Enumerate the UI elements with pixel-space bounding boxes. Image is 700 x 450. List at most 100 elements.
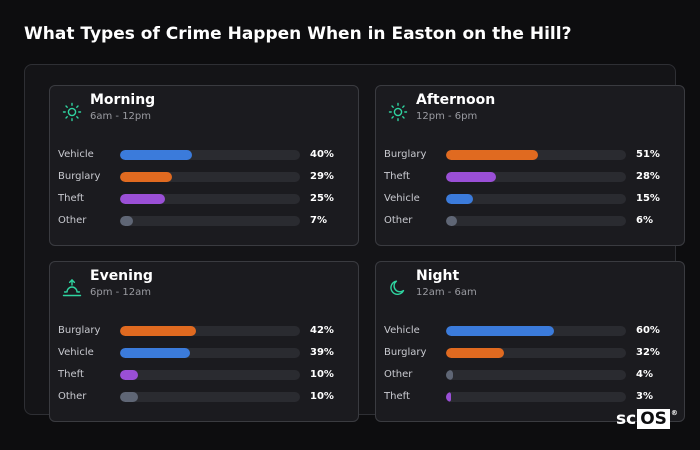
page-title: What Types of Crime Happen When in Easto… [24,24,572,44]
bar-value: 51% [636,149,660,160]
bar-track [120,216,300,226]
bar-label: Vehicle [58,347,94,358]
bar-track [120,326,300,336]
bar-label: Burglary [58,325,101,336]
bar-value: 15% [636,193,660,204]
card-night: Night 12am - 6am Vehicle 60% Burglary 32% Ot… [375,261,685,422]
card-title: Evening [90,268,153,284]
bar-value: 60% [636,325,660,336]
bar-fill-vehicle [120,150,192,160]
bar-track [446,216,626,226]
bar-value: 7% [310,215,327,226]
bar-label: Burglary [384,149,427,160]
bar-list: Vehicle 40% Burglary 29% Theft 25% Other 7% [50,148,358,236]
scos-logo: sc OS ® [616,408,678,430]
bar-row-other: Other 4% [376,368,684,390]
card-subtitle: 6pm - 12am [90,287,152,298]
bar-label: Theft [58,369,84,380]
bar-label: Other [384,369,413,380]
bar-list: Burglary 42% Vehicle 39% Theft 10% Other 10% [50,324,358,412]
bar-track [120,392,300,402]
sun-icon [62,102,82,122]
bar-value: 10% [310,369,334,380]
card-title: Afternoon [416,92,496,108]
bar-fill-burglary [120,172,173,182]
bar-label: Theft [384,171,410,182]
bar-value: 32% [636,347,660,358]
bar-value: 10% [310,391,334,402]
bar-value: 4% [636,369,653,380]
bar-fill-vehicle [446,326,554,336]
card-morning: Morning 6am - 12pm Vehicle 40% Burglary 29%… [49,85,359,246]
bar-track [120,370,300,380]
card-evening: Evening 6pm - 12am Burglary 42% Vehicle 39%… [49,261,359,422]
sunset-icon [62,278,82,298]
card-subtitle: 12am - 6am [416,287,477,298]
bar-value: 6% [636,215,653,226]
bar-row-burglary: Burglary 51% [376,148,684,170]
bar-label: Vehicle [384,193,420,204]
bar-label: Theft [384,391,410,402]
bar-row-vehicle: Vehicle 39% [50,346,358,368]
bar-label: Burglary [58,171,101,182]
bar-row-other: Other 6% [376,214,684,236]
bar-row-vehicle: Vehicle 40% [50,148,358,170]
bar-track [120,150,300,160]
bar-value: 39% [310,347,334,358]
bar-row-burglary: Burglary 42% [50,324,358,346]
bar-fill-other [446,216,457,226]
bar-track [120,172,300,182]
bar-value: 42% [310,325,334,336]
bar-row-theft: Theft 3% [376,390,684,412]
bar-label: Other [58,215,87,226]
bar-track [446,172,626,182]
bar-fill-theft [446,172,497,182]
bar-row-theft: Theft 10% [50,368,358,390]
bar-list: Burglary 51% Theft 28% Vehicle 15% Other 6% [376,148,684,236]
card-subtitle: 12pm - 6pm [416,111,478,122]
bar-fill-theft [120,194,165,204]
bar-row-other: Other 10% [50,390,358,412]
bar-fill-theft [446,392,452,402]
bar-row-burglary: Burglary 32% [376,346,684,368]
bar-row-theft: Theft 25% [50,192,358,214]
bar-fill-theft [120,370,138,380]
bar-track [446,194,626,204]
bar-row-theft: Theft 28% [376,170,684,192]
bar-value: 28% [636,171,660,182]
bar-fill-other [446,370,454,380]
bar-row-other: Other 7% [50,214,358,236]
bar-label: Burglary [384,347,427,358]
bar-value: 3% [636,391,653,402]
bar-list: Vehicle 60% Burglary 32% Other 4% Theft 3% [376,324,684,412]
card-title: Morning [90,92,156,108]
bar-fill-other [120,392,138,402]
moon-icon [388,278,408,298]
bar-label: Vehicle [384,325,420,336]
logo-prefix: sc [616,409,637,429]
bar-fill-vehicle [120,348,191,358]
bar-label: Other [384,215,413,226]
bar-fill-vehicle [446,194,473,204]
bar-track [446,370,626,380]
sun-icon [388,102,408,122]
bar-row-vehicle: Vehicle 15% [376,192,684,214]
bar-fill-burglary [120,326,196,336]
bar-track [120,348,300,358]
bar-track [446,150,626,160]
bar-track [446,392,626,402]
bar-value: 25% [310,193,334,204]
logo-boxed: OS [637,409,670,429]
logo-registered-mark: ® [670,409,678,417]
card-subtitle: 6am - 12pm [90,111,152,122]
bar-fill-burglary [446,150,538,160]
bar-label: Vehicle [58,149,94,160]
card-title: Night [416,268,460,284]
bar-fill-other [120,216,133,226]
bar-track [120,194,300,204]
bar-label: Other [58,391,87,402]
card-afternoon: Afternoon 12pm - 6pm Burglary 51% Theft 28%… [375,85,685,246]
bar-fill-burglary [446,348,504,358]
bar-track [446,348,626,358]
